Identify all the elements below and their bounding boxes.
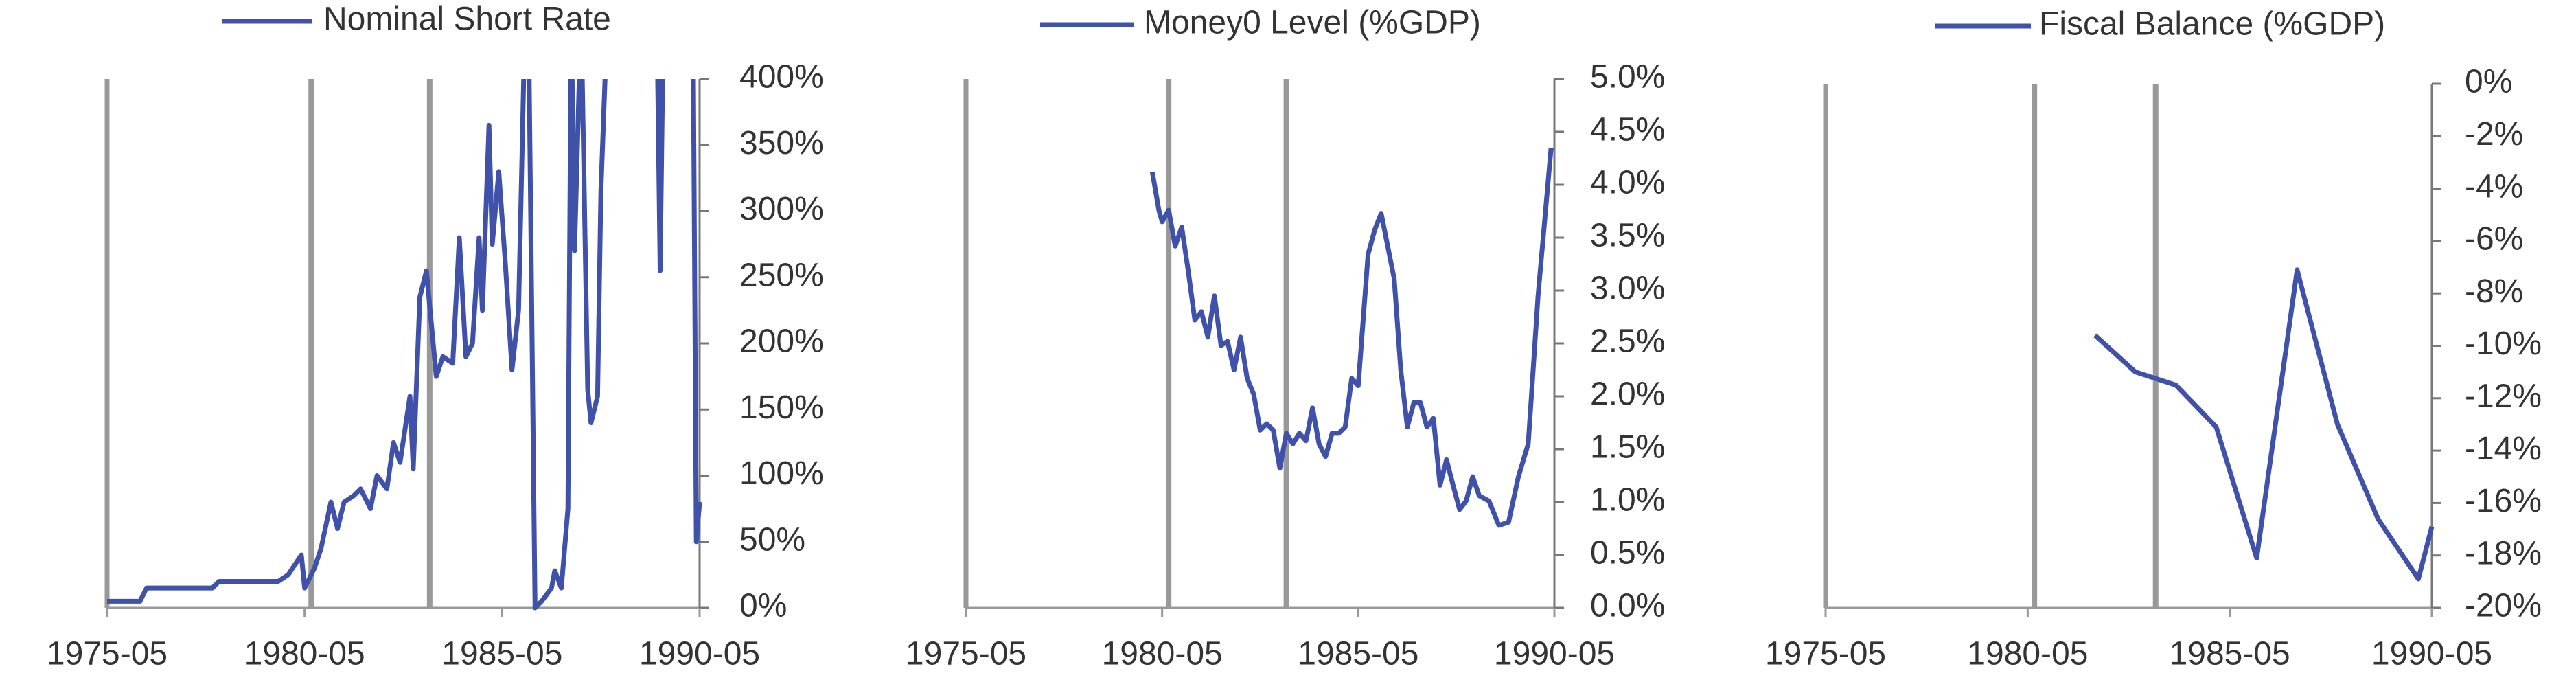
legend-label: Fiscal Balance (%GDP) [2039, 6, 2385, 43]
y-tick-label: 4.0% [1590, 165, 1665, 201]
y-tick-label: 3.0% [1590, 271, 1665, 307]
y-tick-label: 350% [739, 125, 824, 161]
y-tick-label: -6% [2465, 221, 2523, 258]
y-tick-label: 2.5% [1590, 323, 1665, 360]
legend-label: Nominal Short Rate [323, 1, 611, 38]
y-tick-label: 250% [739, 257, 824, 293]
x-tick-label: 1980-05 [1102, 636, 1223, 672]
y-tick-label: -12% [2465, 378, 2542, 414]
legend-label: Money0 Level (%GDP) [1144, 5, 1481, 41]
y-tick-label: 400% [739, 59, 824, 95]
x-tick-label: 1980-05 [1967, 636, 2088, 672]
chart: 0% -2% -4% -6% -8% -10% -12% -14% -16% -18% -20% 19… [1765, 6, 2542, 672]
y-tick-label: 200% [739, 323, 824, 360]
y-tick-label: 0% [739, 588, 787, 624]
data-line [1149, 147, 1554, 528]
x-tick-label: 1990-05 [639, 636, 760, 672]
y-tick-label: 3.5% [1590, 218, 1665, 254]
y-tick-label: -20% [2465, 588, 2542, 624]
x-tick-label: 1985-05 [441, 636, 562, 672]
y-tick-label: 150% [739, 389, 824, 426]
x-tick-label: 1975-05 [47, 636, 168, 672]
y-tick-label: -14% [2465, 431, 2542, 467]
x-tick-label: 1985-05 [1298, 636, 1418, 672]
y-tick-label: 1.0% [1590, 482, 1665, 519]
y-tick-label: 0.0% [1590, 588, 1665, 624]
y-tick-label: 50% [739, 521, 805, 558]
y-tick-label: 0.5% [1590, 535, 1665, 571]
y-tick-label: 100% [739, 455, 824, 492]
y-tick-label: 0% [2465, 64, 2512, 100]
y-tick-label: 300% [739, 191, 824, 227]
x-tick-label: 1975-05 [1765, 636, 1886, 672]
y-tick-label: -10% [2465, 326, 2542, 362]
y-tick-label: 2.0% [1590, 376, 1665, 413]
y-tick-label: 4.5% [1590, 112, 1665, 148]
y-tick-label: 5.0% [1590, 59, 1665, 95]
y-tick-label: -2% [2465, 116, 2523, 152]
x-tick-label: 1990-05 [2371, 636, 2492, 672]
y-tick-label: 1.5% [1590, 429, 1665, 466]
data-line [2093, 267, 2435, 582]
x-tick-label: 1980-05 [244, 636, 365, 672]
x-tick-label: 1975-05 [906, 636, 1026, 672]
chart: 0.0% 0.5% 1.0% 1.5% 2.0% 2.5% 3.0% 3.5% 4.0% 4.5%… [906, 5, 1665, 672]
y-tick-label: -4% [2465, 168, 2523, 205]
y-tick-label: -16% [2465, 483, 2542, 519]
x-tick-label: 1985-05 [2170, 636, 2290, 672]
x-tick-label: 1990-05 [1494, 636, 1615, 672]
y-tick-label: -18% [2465, 535, 2542, 571]
y-tick-label: -8% [2465, 273, 2523, 310]
chart: 0% 50% 100% 150% 200% 250% 300% 350% 400% 1975-05… [47, 1, 824, 672]
data-line [107, 79, 702, 611]
